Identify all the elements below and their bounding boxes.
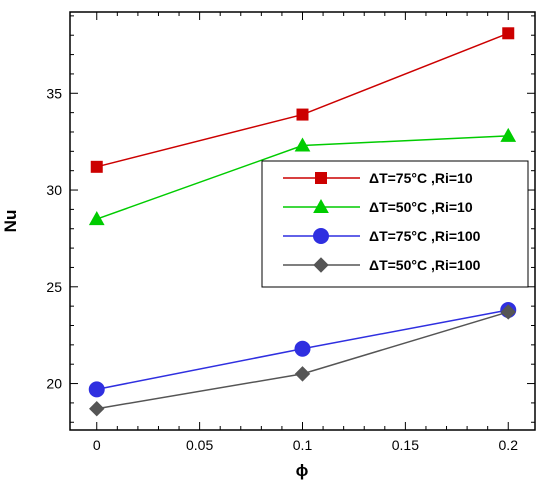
x-tick-label: 0.15 <box>392 437 419 453</box>
data-point <box>500 127 517 142</box>
y-tick-label: 30 <box>46 182 62 198</box>
legend-marker <box>313 228 329 244</box>
data-point <box>89 401 105 417</box>
x-axis-title: ϕ <box>296 461 309 480</box>
legend: ΔT=75°C ,Ri=10 ΔT=50°C ,Ri=10 ΔT=75°C ,Ri=… <box>261 160 529 288</box>
ticks-layer: 0 0.05 0.1 0.15 0.2 20 25 30 35 <box>46 12 535 453</box>
data-point <box>90 160 103 173</box>
legend-item: ΔT=50°C ,Ri=10 <box>283 198 473 215</box>
series-4 <box>89 304 516 417</box>
y-tick-label: 35 <box>46 85 62 101</box>
y-tick-label: 25 <box>46 279 62 295</box>
y-axis-title: Nu <box>1 210 20 233</box>
data-point <box>88 381 105 398</box>
y-tick-label: 20 <box>46 376 62 392</box>
series-1 <box>90 27 515 173</box>
legend-item: ΔT=75°C ,Ri=10 <box>283 170 473 186</box>
legend-label: ΔT=50°C ,Ri=10 <box>369 199 473 215</box>
legend-label: ΔT=75°C ,Ri=100 <box>369 228 481 244</box>
legend-marker <box>315 172 327 184</box>
data-point <box>294 137 311 152</box>
data-point <box>88 211 105 226</box>
x-tick-label: 0.1 <box>293 437 313 453</box>
legend-item: ΔT=75°C ,Ri=100 <box>283 228 481 244</box>
legend-marker <box>313 198 329 213</box>
series-layer <box>88 27 517 417</box>
legend-label: ΔT=50°C ,Ri=100 <box>369 257 481 273</box>
data-point <box>500 304 516 320</box>
data-point <box>502 27 515 40</box>
x-tick-label: 0 <box>93 437 101 453</box>
legend-marker <box>313 257 329 273</box>
data-point <box>294 340 311 357</box>
series-3 <box>88 302 517 398</box>
legend-box <box>261 160 529 288</box>
legend-item: ΔT=50°C ,Ri=100 <box>283 257 481 273</box>
data-point <box>296 108 309 121</box>
series-line <box>96 311 509 410</box>
x-tick-label: 0.2 <box>499 437 519 453</box>
data-point <box>294 366 311 382</box>
series-2 <box>88 127 517 226</box>
legend-label: ΔT=75°C ,Ri=10 <box>369 170 473 186</box>
x-tick-label: 0.05 <box>186 437 213 453</box>
